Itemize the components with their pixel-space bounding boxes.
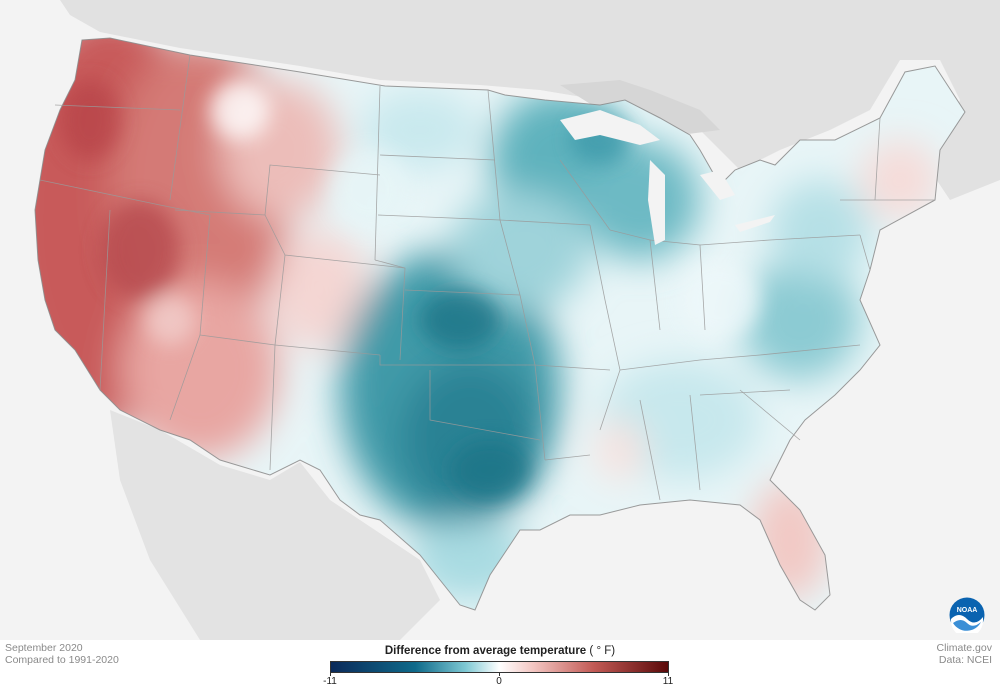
credit-site: Climate.gov [936,642,992,654]
legend-max-label: 11 [662,676,674,687]
legend-unit: ( ° F) [589,645,616,657]
period-label: September 2020 [5,642,83,654]
date-caption: September 2020 Compared to 1991-2020 [5,642,119,666]
legend-tick-mid [499,673,500,676]
legend-title-text: Difference from average temperature [384,645,587,657]
lake-huron [700,170,735,200]
noaa-logo: NOAA [949,597,985,637]
lake-michigan [648,160,665,245]
mexico-landmass [110,410,440,640]
legend-color-bar [330,661,669,673]
legend-tick-min [330,673,331,676]
lake-superior [560,110,660,145]
state-boundaries [34,37,966,611]
canada-landmass [60,0,1000,200]
temperature-anomaly-map [34,0,1000,640]
map-svg [34,0,1000,640]
lake-erie [735,215,775,232]
noaa-logo-text: NOAA [957,607,978,614]
legend-mid-label: 0 [496,676,502,687]
credit-data: Data: NCEI [938,654,992,666]
credit-caption: Climate.gov Data: NCEI [937,642,992,666]
baseline-label: Compared to 1991-2020 [5,654,119,666]
legend-tick-max [668,673,669,676]
legend-title: Difference from average temperature ( ° … [330,645,670,657]
legend-min-label: -11 [323,676,337,687]
